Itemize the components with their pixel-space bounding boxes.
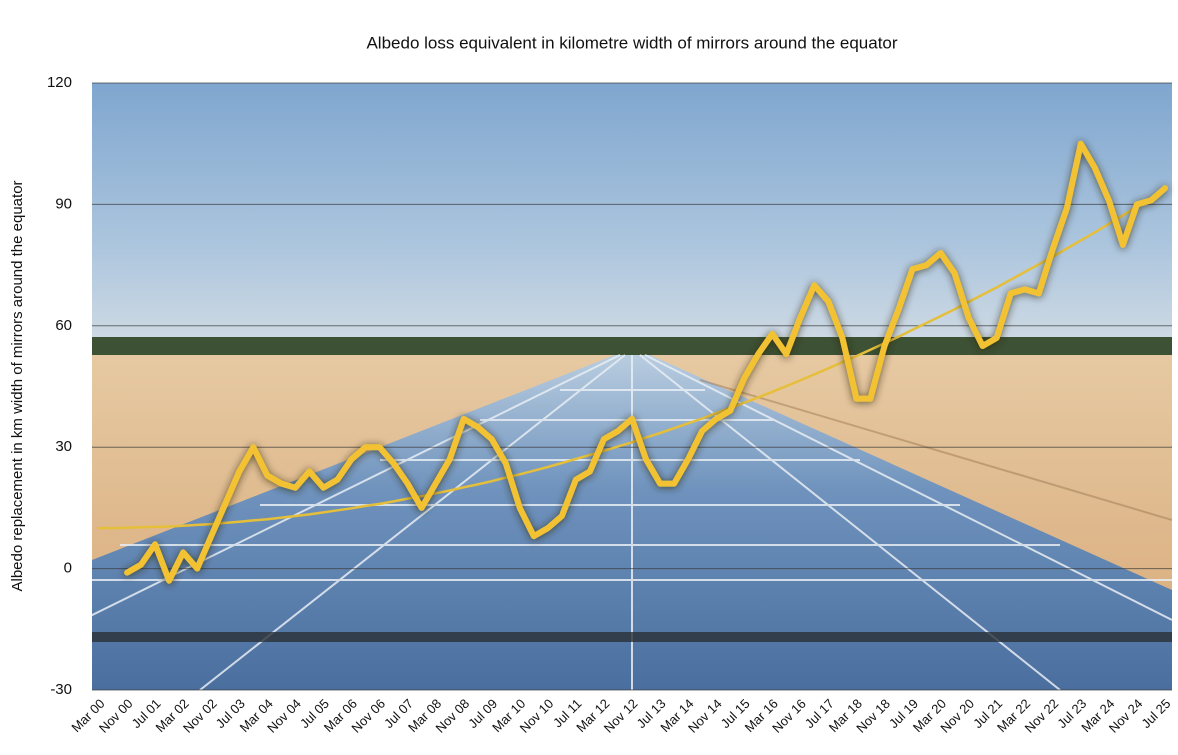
y-axis-label: Albedo replacement in km width of mirror…: [9, 180, 26, 591]
y-tick-label: 30: [55, 438, 72, 455]
y-tick-label: 0: [64, 560, 72, 577]
data-line: [97, 188, 1167, 530]
x-tick-label: Jul 25: [1138, 696, 1173, 731]
y-tick-label: 90: [55, 195, 72, 212]
background-photo: [92, 83, 1172, 690]
data-line: [124, 140, 1168, 584]
y-tick-label: 60: [55, 317, 72, 334]
y-tick-label: -30: [50, 681, 72, 698]
y-tick-label: 120: [47, 74, 72, 91]
chart-title: Albedo loss equivalent in kilometre widt…: [366, 33, 897, 52]
